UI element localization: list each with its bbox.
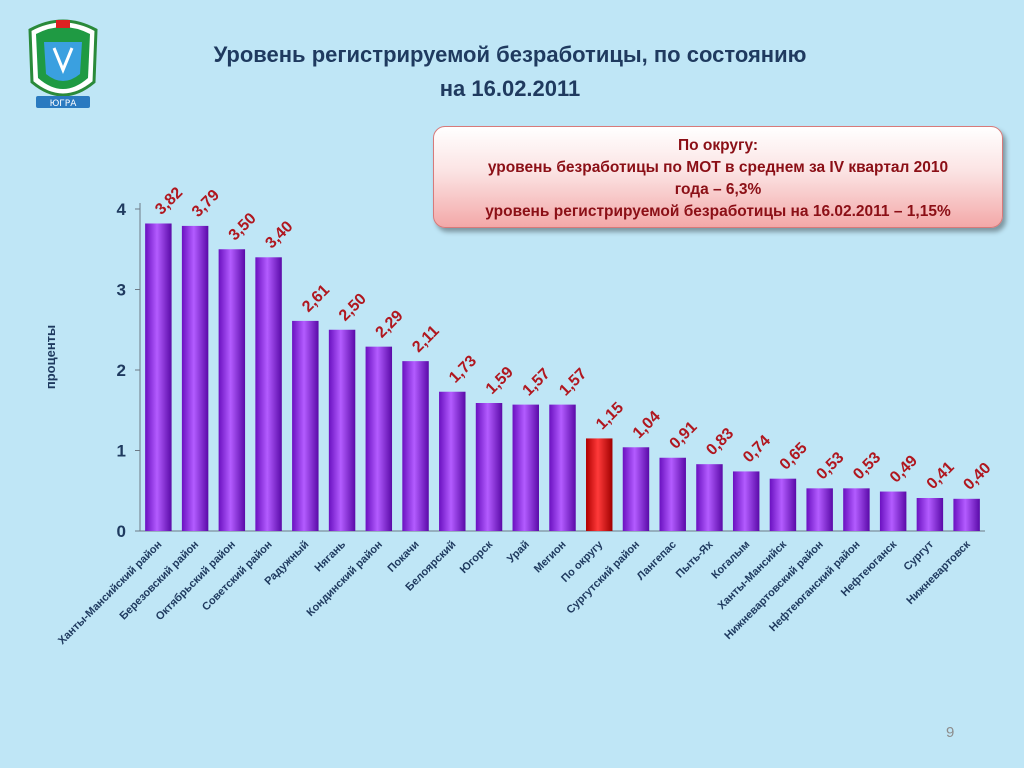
bar-value-label: 0,53 <box>813 449 847 483</box>
bar <box>365 346 393 531</box>
bar <box>292 320 319 531</box>
bar-value-label: 1,73 <box>446 352 480 386</box>
category-label: Советский район <box>200 539 275 614</box>
y-tick-label: 4 <box>117 200 127 219</box>
bar-value-label: 0,83 <box>703 425 737 459</box>
bar-value-label: 0,65 <box>777 439 811 473</box>
summary-line-3: года – 6,3% <box>674 181 762 198</box>
bar-value-label: 0,40 <box>960 460 994 494</box>
bar-value-label: 2,61 <box>299 282 333 316</box>
title-line-1: Уровень регистрируемой безработицы, по с… <box>213 42 807 67</box>
coat-of-arms-icon: ЮГРА <box>28 19 98 109</box>
bar <box>218 249 246 531</box>
district-summary-box: По округу: уровень безработицы по МОТ в … <box>433 126 1003 228</box>
bar <box>512 404 539 531</box>
bar-value-label: 1,57 <box>556 365 590 399</box>
bar-value-label: 1,59 <box>483 364 517 398</box>
category-label: Нягань <box>312 538 348 574</box>
bar <box>806 488 833 531</box>
bar <box>439 391 466 531</box>
bar-value-label: 2,11 <box>409 322 442 355</box>
bar-value-label: 1,04 <box>630 408 664 442</box>
summary-line-2: уровень безработицы по МОТ в среднем за … <box>487 159 949 176</box>
y-axis-title: проценты <box>43 325 58 389</box>
title-line-2: на 16.02.2011 <box>439 76 581 101</box>
category-label: Сургут <box>901 538 936 573</box>
bar <box>255 257 282 531</box>
bar <box>549 404 576 531</box>
bar-value-label: 0,74 <box>740 432 774 466</box>
bar <box>696 464 723 531</box>
y-tick-label: 3 <box>117 281 126 300</box>
bar-value-label: 1,57 <box>520 365 554 399</box>
category-label: Покачи <box>386 539 422 575</box>
bar <box>843 488 870 531</box>
bar <box>659 457 686 531</box>
bar <box>953 498 980 531</box>
bar <box>181 225 209 531</box>
bar <box>622 447 650 531</box>
category-label: Кондинский район <box>305 539 385 619</box>
summary-line-4: уровень регистрируемой безработицы на 16… <box>485 203 951 220</box>
bar <box>402 361 429 531</box>
bar <box>769 478 797 531</box>
y-tick-label: 1 <box>117 442 126 461</box>
bar-value-label: 0,41 <box>924 459 958 493</box>
y-tick-label: 0 <box>117 522 126 541</box>
category-label: Сургутский район <box>564 539 642 617</box>
category-label: Ханты-Мансийск <box>716 538 790 612</box>
bar-value-label: 1,15 <box>593 399 627 433</box>
bar-value-label: 2,29 <box>373 307 407 341</box>
bar <box>879 491 907 531</box>
bar-value-label: 3,50 <box>226 210 260 244</box>
bar <box>732 471 760 531</box>
category-label: Лангепас <box>635 539 679 583</box>
bar-value-label: 2,50 <box>336 290 370 324</box>
page-title: Уровень регистрируемой безработицы, по с… <box>150 38 870 106</box>
category-label: Нижневартовск <box>904 538 973 607</box>
category-label: Югорск <box>458 538 496 576</box>
bar-value-label: 0,53 <box>850 449 884 483</box>
bar <box>475 403 503 531</box>
y-tick-label: 2 <box>117 361 126 380</box>
bar <box>145 223 172 532</box>
bar <box>916 497 944 531</box>
bar <box>328 329 356 531</box>
bar-value-label: 0,91 <box>667 418 701 452</box>
page-number: 9 <box>946 724 955 741</box>
category-label: Мегион <box>532 539 569 576</box>
bar-value-label: 3,40 <box>262 218 296 252</box>
summary-line-1: По округу: <box>677 137 759 154</box>
bar-value-label: 3,79 <box>189 187 223 221</box>
bar-value-label: 3,82 <box>152 184 186 218</box>
bar-value-label: 0,49 <box>887 452 921 486</box>
emblem-text: ЮГРА <box>50 99 78 109</box>
category-label: Урай <box>505 539 532 566</box>
bar <box>586 438 613 531</box>
